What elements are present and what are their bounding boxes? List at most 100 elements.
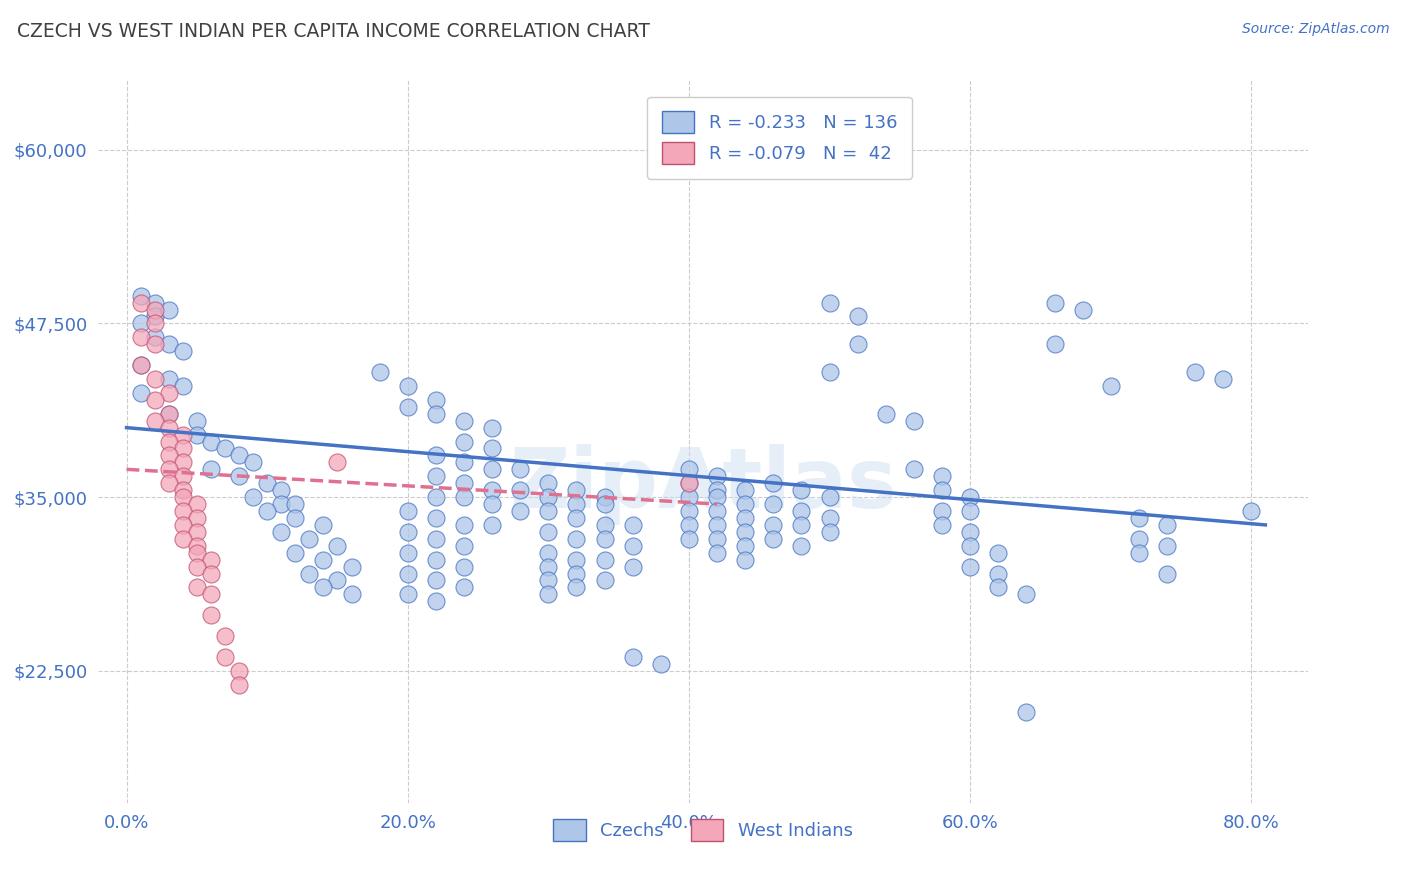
Point (762, 497, 785, 511)
Point (326, 539, 349, 553)
Point (959, 490, 981, 504)
Point (537, 490, 560, 504)
Point (762, 517, 785, 532)
Point (509, 483, 531, 498)
Point (734, 497, 756, 511)
Point (818, 524, 841, 539)
Point (678, 532, 700, 546)
Point (481, 442, 503, 456)
Point (762, 476, 785, 491)
Point (129, 317, 152, 331)
Point (1240, 504, 1263, 518)
Point (621, 559, 644, 574)
Point (762, 532, 785, 546)
Point (959, 539, 981, 553)
Point (172, 442, 194, 456)
Point (172, 504, 194, 518)
Point (172, 483, 194, 498)
Point (129, 358, 152, 372)
Point (143, 302, 166, 317)
Point (903, 462, 925, 476)
Point (846, 310, 869, 324)
Point (129, 358, 152, 372)
Point (129, 385, 152, 400)
Point (565, 566, 588, 581)
Point (396, 546, 419, 560)
Point (621, 517, 644, 532)
Point (228, 664, 250, 678)
Point (242, 455, 264, 469)
Point (284, 546, 307, 560)
Point (143, 414, 166, 428)
Point (157, 302, 180, 317)
Point (214, 442, 236, 456)
Point (284, 511, 307, 525)
Point (425, 392, 447, 407)
Point (790, 504, 813, 518)
Point (706, 469, 728, 483)
Point (678, 476, 700, 491)
Point (172, 532, 194, 546)
Text: Source: ZipAtlas.com: Source: ZipAtlas.com (1241, 22, 1389, 37)
Point (453, 414, 475, 428)
Point (1043, 295, 1066, 310)
Point (987, 546, 1010, 560)
Point (818, 365, 841, 379)
Point (734, 524, 756, 539)
Point (537, 476, 560, 491)
Point (453, 581, 475, 595)
Point (565, 581, 588, 595)
Point (537, 524, 560, 539)
Point (706, 504, 728, 518)
Point (453, 455, 475, 469)
Point (959, 559, 981, 574)
Point (396, 504, 419, 518)
Point (186, 539, 208, 553)
Point (312, 581, 335, 595)
Point (396, 379, 419, 393)
Point (593, 490, 616, 504)
Point (256, 504, 278, 518)
Point (621, 649, 644, 664)
Point (143, 372, 166, 386)
Point (987, 566, 1010, 581)
Point (453, 476, 475, 491)
Point (706, 490, 728, 504)
Point (396, 587, 419, 601)
Point (790, 517, 813, 532)
Point (396, 524, 419, 539)
Point (453, 490, 475, 504)
Point (186, 511, 208, 525)
Point (143, 337, 166, 351)
Point (931, 504, 953, 518)
Point (1128, 546, 1150, 560)
Point (1156, 517, 1178, 532)
Point (326, 574, 349, 588)
Point (875, 407, 897, 421)
Point (200, 434, 222, 449)
Point (1071, 302, 1094, 317)
Point (256, 476, 278, 491)
Point (537, 574, 560, 588)
Point (678, 476, 700, 491)
Point (565, 497, 588, 511)
Point (818, 295, 841, 310)
Point (228, 469, 250, 483)
Point (143, 392, 166, 407)
Point (706, 483, 728, 498)
Point (214, 649, 236, 664)
Point (200, 462, 222, 476)
Point (312, 517, 335, 532)
Point (157, 476, 180, 491)
Point (425, 407, 447, 421)
Point (129, 295, 152, 310)
Point (593, 517, 616, 532)
Point (537, 559, 560, 574)
Point (1128, 532, 1150, 546)
Point (1212, 372, 1234, 386)
Point (481, 517, 503, 532)
Point (987, 581, 1010, 595)
Point (157, 372, 180, 386)
Point (129, 330, 152, 344)
Point (326, 455, 349, 469)
